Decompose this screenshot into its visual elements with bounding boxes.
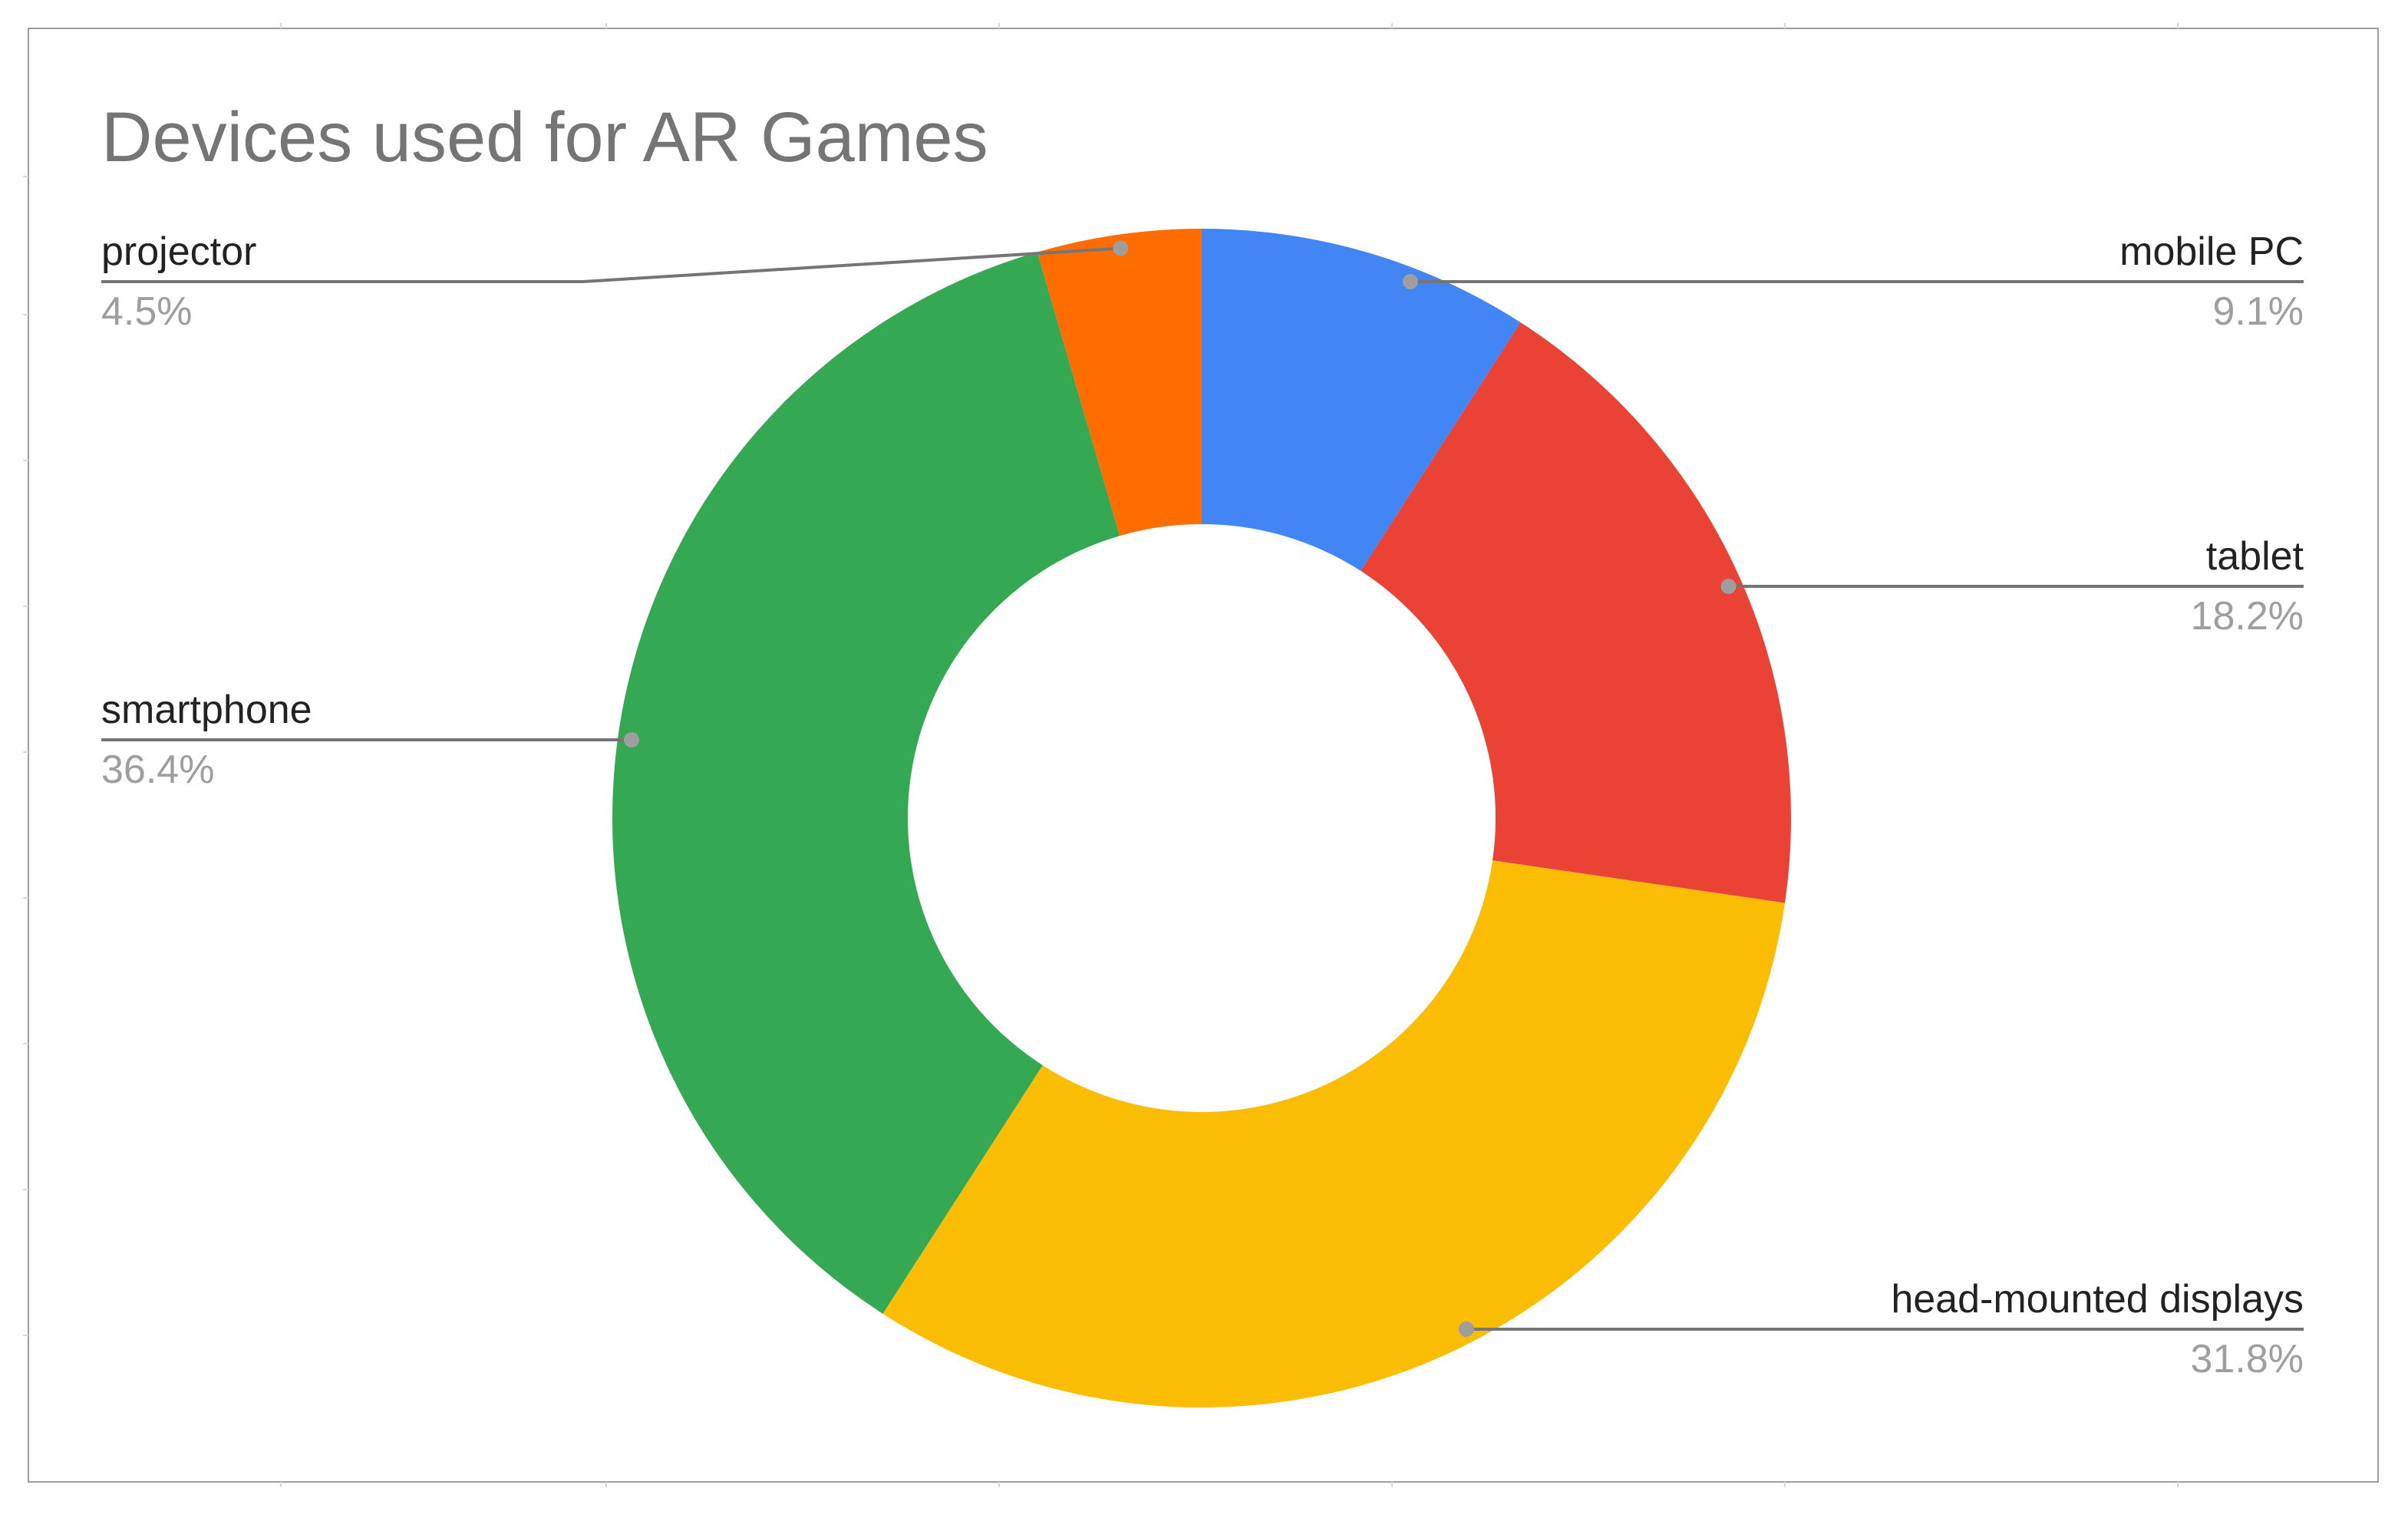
slice-projector[interactable] xyxy=(1037,229,1202,536)
slice-mobile-pc[interactable] xyxy=(1202,229,1521,571)
slice-head-mounted-displays[interactable] xyxy=(882,860,1785,1407)
slice-percent-label: 18.2% xyxy=(2191,594,2304,639)
slice-label-group: head-mounted displays 31.8% xyxy=(1458,1277,2304,1381)
slice-label-group: tablet 18.2% xyxy=(1720,534,2304,639)
slice-label-group: projector 4.5% xyxy=(101,229,1129,334)
slice-percent-label: 9.1% xyxy=(2212,289,2304,334)
slice-percent-label: 4.5% xyxy=(101,289,193,334)
leader-dot xyxy=(1113,240,1129,256)
slice-label-group: smartphone 36.4% xyxy=(101,688,639,792)
leader-dot xyxy=(623,732,639,747)
slice-percent-label: 36.4% xyxy=(101,747,214,792)
slice-percent-label: 31.8% xyxy=(2191,1337,2304,1381)
slice-name-label: tablet xyxy=(2206,534,2304,579)
leader-dot xyxy=(1720,579,1737,594)
chart-title: Devices used for AR Games xyxy=(101,98,988,177)
slice-name-label: smartphone xyxy=(101,688,312,732)
gridline-ticks xyxy=(23,23,2179,1487)
slice-label-group: mobile PC 9.1% xyxy=(1402,229,2304,334)
leader-line xyxy=(101,246,1121,283)
leader-dot xyxy=(1458,1322,1474,1337)
slice-name-label: mobile PC xyxy=(2119,229,2304,274)
slice-name-label: head-mounted displays xyxy=(1891,1277,2304,1322)
slice-name-label: projector xyxy=(101,229,256,274)
slice-tablet[interactable] xyxy=(1361,322,1791,903)
leader-dot xyxy=(1402,274,1418,289)
slices-layer xyxy=(612,229,1791,1407)
slice-smartphone[interactable] xyxy=(612,252,1120,1314)
labels-layer: mobile PC 9.1% tablet 18.2% head-mounted dis… xyxy=(101,229,2304,1381)
